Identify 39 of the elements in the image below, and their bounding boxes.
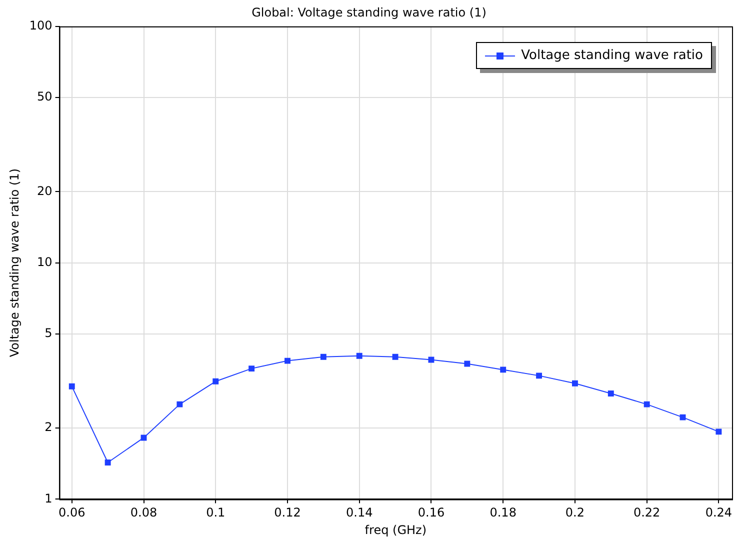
chart-title: Global: Voltage standing wave ratio (1) [252,5,486,20]
y-tick-label: 50 [37,90,52,104]
point [608,390,614,396]
point [536,372,542,379]
point [572,380,578,386]
point [392,354,398,360]
point [104,460,111,466]
y-axis-title: Voltage standing wave ratio (1) [7,168,22,358]
point [500,366,506,373]
y-tick-label: 5 [44,326,52,340]
point [284,358,290,364]
x-tick-label: 0.24 [705,506,732,520]
point [68,383,75,390]
point [644,401,650,408]
y-tick-label: 10 [37,254,52,269]
point [320,354,326,360]
point [176,401,183,408]
legend-label: Voltage standing wave ratio [521,48,703,64]
point [212,378,219,384]
y-tick-label: 2 [44,420,52,434]
x-tick-label: 0.2 [565,506,585,520]
x-tick-label: 0.22 [633,506,660,520]
y-tick-label: 20 [37,184,52,198]
x-tick-label: 0.16 [418,506,445,520]
x-tick-label: 0.12 [274,506,301,520]
point [464,360,470,367]
x-tick-label: 0.06 [58,506,86,520]
x-tick-label: 0.1 [206,506,226,520]
x-tick-label: 0.08 [130,506,158,520]
point [680,414,686,420]
point [140,434,147,441]
y-tick-label: 1 [44,491,52,506]
point [716,428,722,435]
x-axis-title: freq (GHz) [364,522,427,537]
x-tick-label: 0.14 [346,506,373,520]
point [356,352,362,359]
point [248,366,255,372]
y-tick-label: 100 [29,18,52,33]
x-tick-label: 0.18 [490,506,516,520]
